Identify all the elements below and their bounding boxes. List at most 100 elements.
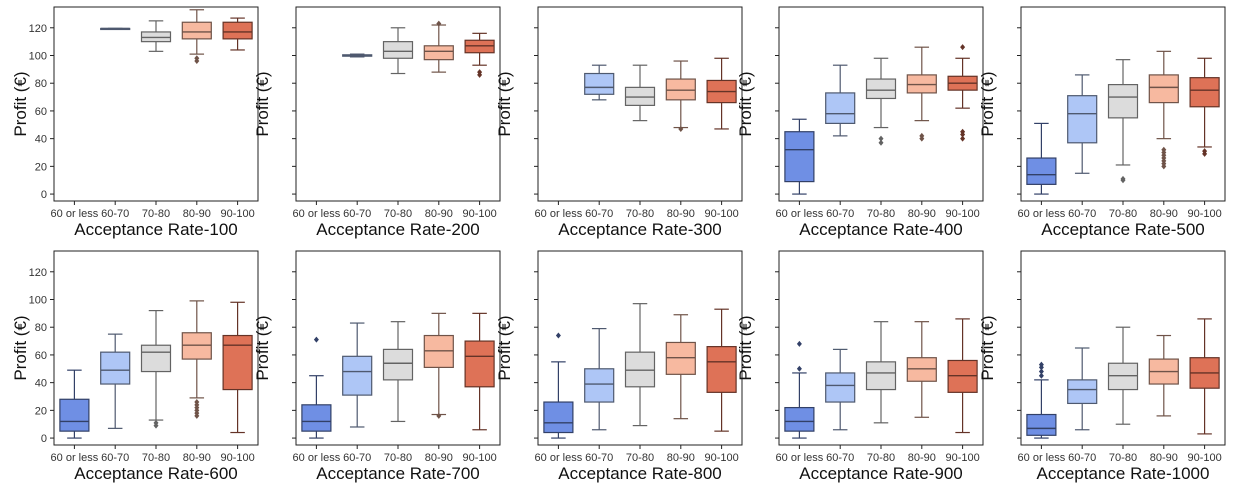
box-70-80 — [1107, 326, 1139, 425]
panel-9: 60 or less 60-70 70-80 80-90 90-100Acceptanc… — [736, 250, 984, 483]
box-body — [100, 351, 131, 385]
x-tick-label: 80-90 — [1150, 452, 1178, 464]
x-tick-label: 60-70 — [343, 452, 371, 464]
box-80-90 — [181, 300, 212, 419]
box-body — [301, 404, 332, 432]
box-body — [865, 78, 897, 100]
y-tick-label: 40 — [35, 134, 47, 146]
box-90-100 — [706, 308, 737, 432]
outlier-point — [194, 412, 200, 419]
box-90-100 — [464, 312, 495, 431]
outlier-point — [960, 44, 966, 51]
box-60-or-less — [59, 369, 90, 439]
x-axis-title: Acceptance Rate-200 — [316, 220, 480, 239]
x-tick-label: 60-70 — [585, 208, 613, 220]
box-body — [1067, 95, 1098, 144]
x-axis-title: Acceptance Rate-400 — [799, 220, 963, 239]
box-body — [1148, 74, 1179, 104]
box-body — [784, 131, 815, 183]
x-tick-label: 80-90 — [183, 452, 211, 464]
x-tick-label: 70-80 — [142, 208, 170, 220]
x-tick-label: 70-80 — [1109, 452, 1137, 464]
panel-4: 60 or less 60-70 70-80 80-90 90-100Acceptanc… — [736, 6, 984, 239]
box-70-80 — [624, 303, 656, 427]
box-60-70 — [342, 53, 373, 58]
box-70-80 — [140, 309, 172, 429]
y-tick-label: 100 — [29, 51, 47, 63]
y-axis-title: Profit (€) — [253, 315, 272, 380]
box-80-90 — [1148, 334, 1179, 417]
y-tick-label: 60 — [35, 106, 47, 118]
y-axis-title: Profit (€) — [736, 315, 755, 380]
y-tick-label: 60 — [35, 350, 47, 362]
box-70-80 — [382, 27, 414, 75]
box-body — [59, 398, 90, 432]
x-tick-label: 90-100 — [945, 208, 979, 220]
x-tick-label: 80-90 — [425, 452, 453, 464]
box-60-70 — [100, 333, 131, 429]
x-tick-label: 60 or less — [535, 452, 583, 464]
y-tick-label: 0 — [41, 189, 47, 201]
x-tick-label: 60 or less — [535, 208, 583, 220]
x-tick-label: 60 or less — [293, 452, 341, 464]
outlier-point — [313, 336, 319, 343]
box-body — [706, 346, 737, 393]
outlier-point — [796, 340, 802, 347]
x-tick-label: 90-100 — [704, 208, 738, 220]
y-tick-label: 20 — [35, 405, 47, 417]
x-tick-label: 80-90 — [667, 452, 695, 464]
outlier-point — [919, 135, 925, 142]
x-tick-label: 60-70 — [826, 452, 854, 464]
outlier-point — [796, 365, 802, 372]
box-body — [1067, 379, 1098, 405]
box-body — [1026, 157, 1057, 185]
box-body — [464, 340, 495, 388]
x-tick-label: 60-70 — [101, 452, 129, 464]
x-tick-label: 60 or less — [1018, 452, 1066, 464]
x-tick-label: 60 or less — [776, 208, 824, 220]
x-axis-title: Acceptance Rate-500 — [1041, 220, 1205, 239]
outlier-point — [960, 131, 966, 138]
x-tick-label: 70-80 — [384, 208, 412, 220]
box-60-70 — [584, 64, 615, 101]
y-tick-label: 40 — [35, 378, 47, 390]
y-tick-label: 120 — [29, 23, 47, 35]
box-body — [865, 361, 897, 391]
x-tick-label: 60 or less — [776, 452, 824, 464]
x-tick-label: 70-80 — [384, 452, 412, 464]
box-body — [382, 41, 414, 59]
y-axis-title: Profit (€) — [978, 71, 997, 136]
x-tick-label: 70-80 — [626, 208, 654, 220]
y-tick-label: 80 — [35, 322, 47, 334]
x-axis-title: Acceptance Rate-600 — [74, 464, 238, 483]
box-60-or-less — [784, 340, 815, 439]
box-80-90 — [423, 20, 454, 73]
x-tick-label: 90-100 — [1187, 208, 1221, 220]
box-80-90 — [181, 9, 212, 65]
box-60-70 — [825, 64, 856, 137]
y-axis-title: Profit (€) — [11, 315, 30, 380]
box-80-90 — [906, 46, 937, 142]
box-70-80 — [865, 57, 897, 146]
x-tick-label: 60 or less — [1018, 208, 1066, 220]
box-90-100 — [1189, 318, 1220, 435]
y-tick-label: 120 — [29, 267, 47, 279]
y-axis-title: Profit (€) — [11, 71, 30, 136]
panel-3: 60 or less 60-70 70-80 80-90 90-100Acceptanc… — [495, 6, 743, 239]
box-60-70 — [584, 328, 615, 431]
outlier-point — [194, 58, 200, 65]
x-tick-label: 80-90 — [908, 208, 936, 220]
x-tick-label: 60 or less — [51, 208, 99, 220]
panel-8: 60 or less 60-70 70-80 80-90 90-100Acceptanc… — [495, 250, 743, 483]
x-tick-label: 60-70 — [826, 208, 854, 220]
x-tick-label: 80-90 — [908, 452, 936, 464]
y-tick-label: 0 — [41, 433, 47, 445]
panel-10: 60 or less 60-70 70-80 80-90 90-100Acceptanc… — [978, 250, 1226, 483]
x-axis-title: Acceptance Rate-100 — [74, 220, 238, 239]
box-70-80 — [1107, 59, 1139, 184]
box-70-80 — [382, 321, 414, 423]
outlier-point — [678, 125, 684, 132]
outlier-point — [555, 332, 561, 339]
box-70-80 — [140, 20, 172, 52]
